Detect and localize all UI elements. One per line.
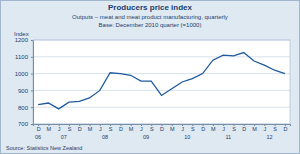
text: Source: Statistics New Zealand [6, 145, 82, 151]
x-tick: M [129, 124, 134, 132]
x-tick: D [119, 124, 123, 132]
tick-label: J [58, 126, 61, 132]
text: 07 [61, 134, 67, 140]
plot-frame [33, 40, 290, 124]
tick-label: S [232, 126, 236, 132]
x-tick: S [68, 124, 72, 132]
tick-label: M [47, 126, 52, 132]
x-tick: J [222, 124, 225, 132]
y-tick: 1200 [15, 37, 33, 43]
tick-label: M [88, 126, 93, 132]
grid-line [33, 107, 290, 108]
tick-label: S [191, 126, 195, 132]
x-tick: J [181, 124, 184, 132]
tick-label: S [109, 126, 113, 132]
y-axis: 700 800 900 1000 1100 1200 [15, 37, 34, 127]
tick-label: M [170, 126, 175, 132]
x-tick: D [78, 124, 82, 132]
y-tick: 700 [18, 121, 33, 127]
tick-label: J [222, 126, 225, 132]
x-tick: S [191, 124, 195, 132]
tick-label: M [129, 126, 134, 132]
tick-label: S [68, 126, 72, 132]
line [38, 53, 285, 109]
tick-label: 900 [18, 88, 29, 94]
tick-label: D [78, 126, 82, 132]
x-tick: S [232, 124, 236, 132]
text: Outputs – meat and meat product manufact… [72, 14, 228, 20]
grid-line [33, 56, 290, 57]
plot-area [33, 40, 290, 124]
x-tick: M [47, 124, 52, 132]
x-tick: D [160, 124, 164, 132]
text: 10 [184, 134, 190, 140]
x-tick: M [88, 124, 93, 132]
tick-label: 800 [18, 105, 29, 111]
tick-label: 1000 [15, 71, 29, 77]
tick-label: M [211, 126, 216, 132]
x-tick: M [252, 124, 257, 132]
text: 08 [102, 134, 108, 140]
x-tick: J [58, 124, 61, 132]
tick-label: D [242, 126, 246, 132]
grid-line [33, 73, 290, 74]
tick-label: D [283, 126, 287, 132]
tick-label: J [181, 126, 184, 132]
x-tick: J [99, 124, 102, 132]
text: 11 [225, 134, 231, 140]
tick-label: J [263, 126, 266, 132]
grid-line [33, 90, 290, 91]
x-tick: J [140, 124, 143, 132]
x-tick: D [201, 124, 205, 132]
tick-label: 1100 [15, 54, 29, 60]
tick-label: S [273, 126, 277, 132]
text: Producers price index [108, 3, 193, 12]
background [1, 1, 300, 154]
x-tick: S [273, 124, 277, 132]
x-tick: S [150, 124, 154, 132]
tick-label: J [140, 126, 143, 132]
tick-label: S [150, 126, 154, 132]
x-tick: D [242, 124, 246, 132]
chart: Producers price index Outputs – meat and … [0, 0, 300, 154]
text: Index [14, 31, 29, 37]
x-tick: M [170, 124, 175, 132]
text: Base: December 2010 quarter (=1000) [99, 22, 202, 28]
tick-label: D [119, 126, 123, 132]
tick-label: D [37, 126, 41, 132]
y-tick: 800 [18, 105, 33, 111]
y-tick: 900 [18, 88, 33, 94]
tick-label: 700 [18, 121, 29, 127]
tick-label: M [252, 126, 257, 132]
tick-label: J [99, 126, 102, 132]
x-tick: D [283, 124, 287, 132]
tick-label: D [160, 126, 164, 132]
text: 09 [143, 134, 149, 140]
x-tick: S [109, 124, 113, 132]
x-axis: DMJSDMJSDMJSDMJSDMJSDMJSD [34, 124, 291, 132]
plot [38, 53, 285, 109]
text: 06 [35, 134, 41, 140]
tick-label: 1200 [15, 37, 29, 43]
tick-label: D [201, 126, 205, 132]
y-tick: 1000 [15, 71, 33, 77]
x-tick: J [263, 124, 266, 132]
y-tick: 1100 [15, 54, 33, 60]
x-tick: M [211, 124, 216, 132]
text: 12 [266, 134, 272, 140]
x-tick: D [37, 124, 41, 132]
